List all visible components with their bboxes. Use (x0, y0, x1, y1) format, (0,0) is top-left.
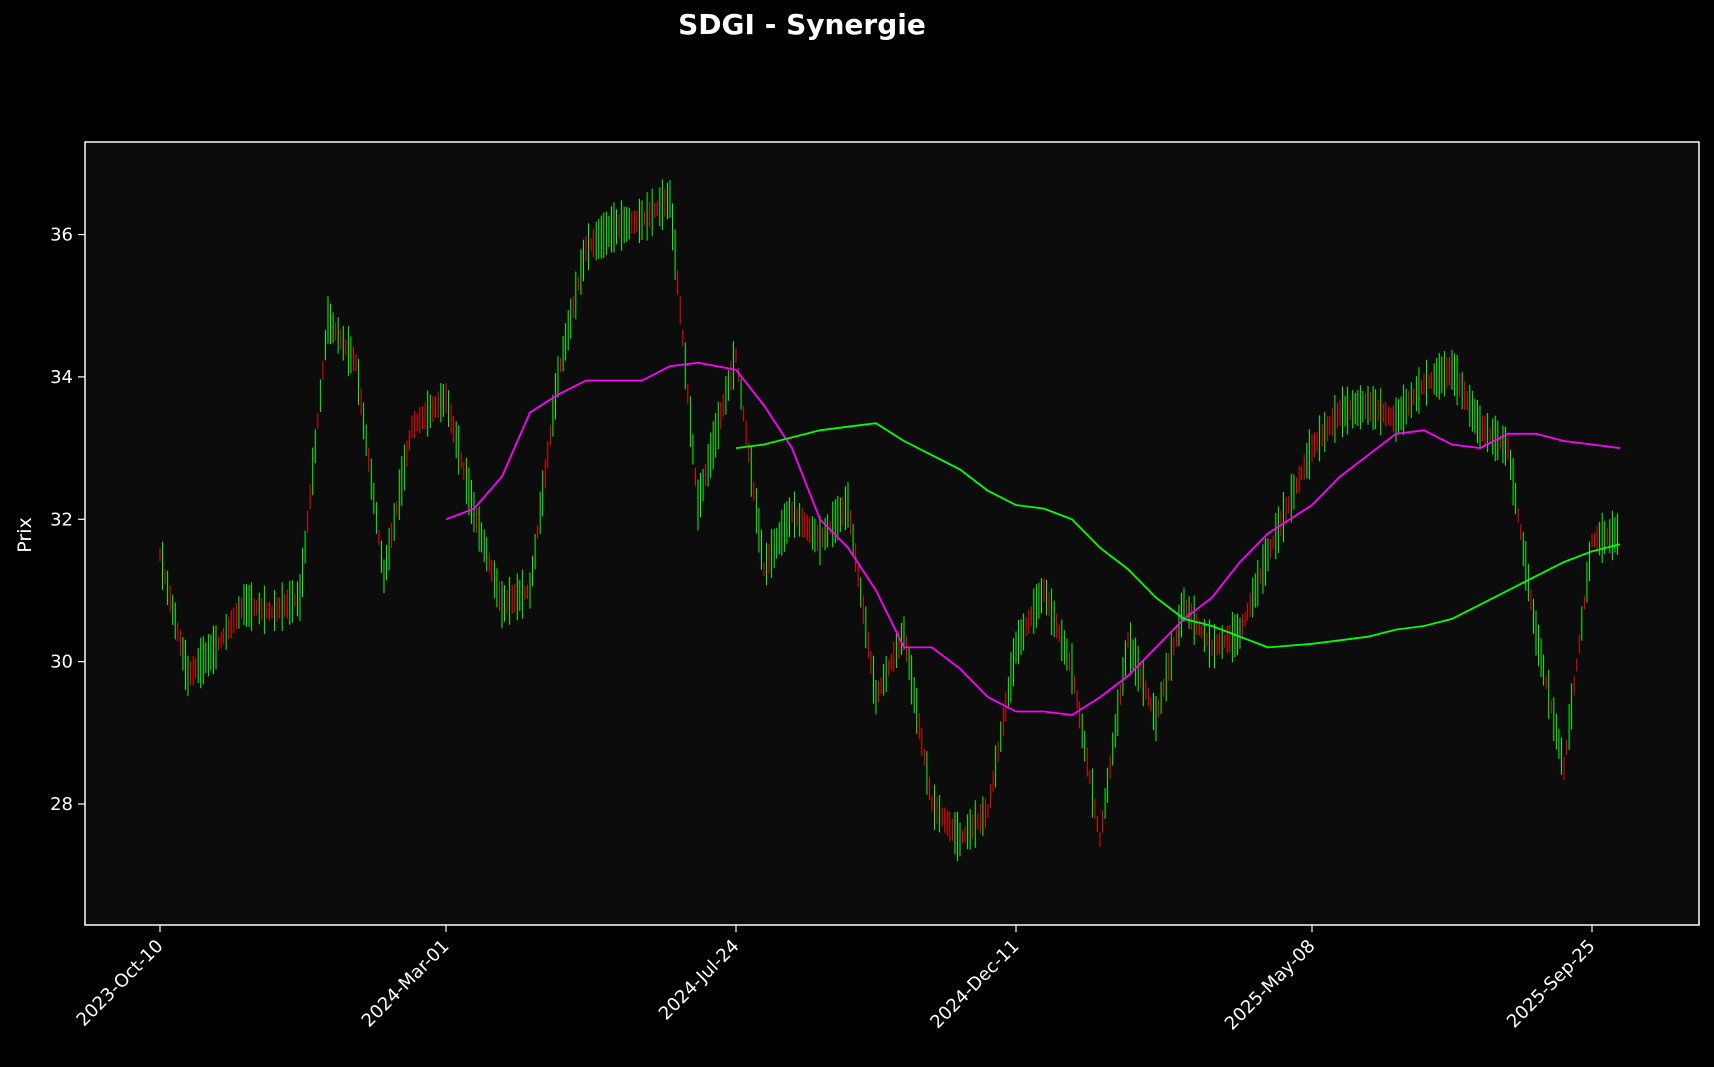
x-axis: 2023-Oct-10 2024-Mar-01 2024-Jul-24 2024-De… (73, 925, 1600, 1034)
x-tick-label: 2024-Mar-01 (358, 936, 454, 1032)
y-tick-label: 28 (50, 794, 73, 815)
y-tick-label: 34 (50, 367, 73, 388)
y-tick-label: 30 (50, 652, 73, 673)
x-tick-label: 2025-Sep-25 (1503, 936, 1600, 1033)
y-axis-label: Prix (14, 517, 36, 552)
chart-title: SDGI - Synergie (678, 8, 926, 41)
moving-average-line-magenta (445, 361, 1621, 716)
x-tick-label: 2025-May-08 (1221, 936, 1320, 1035)
plot-background (84, 141, 1700, 926)
y-tick-label: 32 (50, 509, 73, 530)
ohlc-bars (159, 179, 1618, 861)
moving-average-line-green (735, 422, 1621, 649)
y-axis: 28 30 32 34 36 (50, 225, 85, 815)
moving-average-lines (445, 361, 1621, 716)
x-tick-label: 2024-Jul-24 (655, 936, 744, 1025)
x-tick-label: 2023-Oct-10 (73, 936, 168, 1031)
x-tick-label: 2024-Dec-11 (926, 936, 1023, 1033)
y-tick-label: 36 (50, 225, 73, 246)
